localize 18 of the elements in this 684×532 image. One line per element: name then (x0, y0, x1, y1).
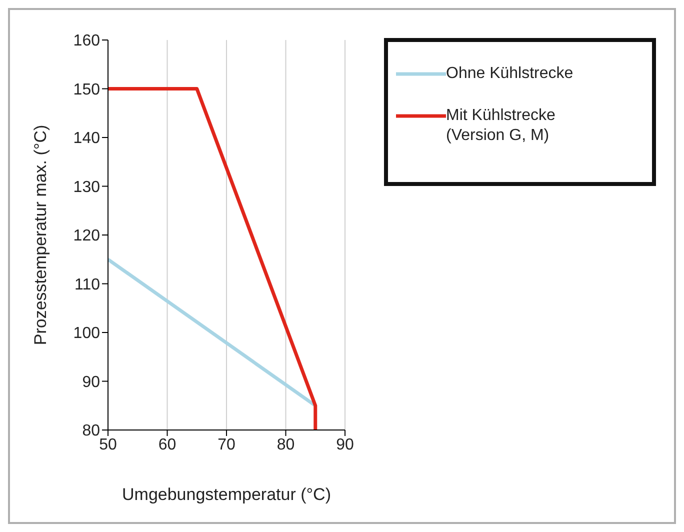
x-tick-label: 60 (158, 436, 176, 454)
x-axis-title: Umgebungstemperatur (°C) (122, 485, 331, 504)
y-tick-label: 110 (74, 276, 100, 294)
y-axis-title: Prozesstemperatur max. (°C) (31, 124, 50, 346)
y-tick-label: 130 (73, 178, 100, 196)
y-tick-label: 150 (73, 81, 100, 98)
legend-label: Mit Kühlstrecke (Version G, M) (446, 106, 556, 146)
y-tick-label: 120 (73, 228, 100, 245)
y-tick-label: 140 (73, 130, 100, 148)
x-tick-label: 50 (99, 436, 117, 454)
y-tick-label: 80 (82, 422, 100, 440)
y-tick-label: 90 (82, 374, 100, 391)
x-tick-label: 70 (218, 436, 236, 454)
x-tick-label: 80 (276, 436, 295, 454)
x-tick-label: 90 (336, 436, 354, 454)
y-tick-label: 100 (73, 325, 100, 342)
legend-label: Ohne Kühlstrecke (446, 64, 574, 84)
y-tick-label: 160 (73, 32, 100, 50)
